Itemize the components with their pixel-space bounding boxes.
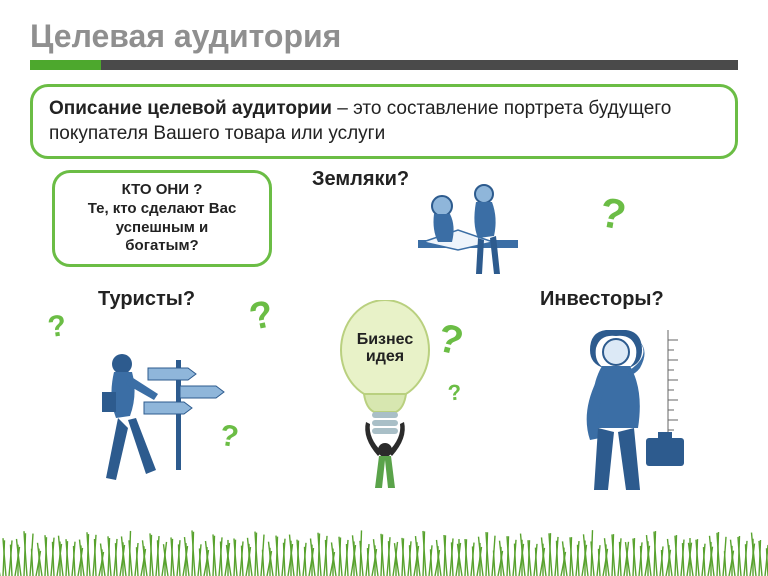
label-biznes-ideya: Бизнес идея xyxy=(350,332,420,366)
label-zemlyaki: Земляки? xyxy=(312,168,412,190)
label-investory: Инвесторы? xyxy=(540,288,660,310)
title-accent-bar xyxy=(30,60,738,70)
description-box: Описание целевой аудитории – это составл… xyxy=(30,84,738,159)
zemlyaki-clipart xyxy=(398,180,538,285)
turisty-clipart xyxy=(88,340,238,500)
grass-footer xyxy=(0,506,768,576)
page-title: Целевая аудитория xyxy=(30,18,341,55)
question-mark-icon: ? xyxy=(46,309,69,345)
question-mark-icon: ? xyxy=(246,293,278,340)
label-turisty: Туристы? xyxy=(98,288,198,310)
who-are-they-callout: КТО ОНИ ?Те, кто сделают Васуспешным ибо… xyxy=(52,170,272,267)
description-text: Описание целевой аудитории – это составл… xyxy=(49,98,671,144)
business-idea-bulb xyxy=(330,300,440,500)
investory-clipart xyxy=(560,320,730,510)
question-mark-icon: ? xyxy=(596,188,630,240)
question-mark-icon: ? xyxy=(447,379,463,406)
